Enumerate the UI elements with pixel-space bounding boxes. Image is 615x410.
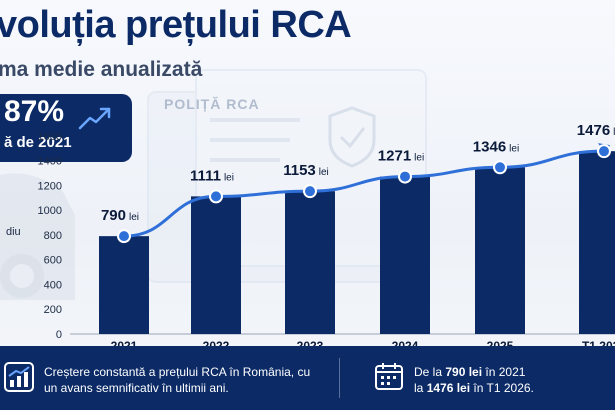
- y-tick-label: 600: [44, 255, 62, 267]
- data-label: 1153 lei: [283, 162, 329, 179]
- y-tick-label: 1200: [38, 180, 62, 192]
- bar: [579, 151, 615, 334]
- x-tick-label: 2024: [392, 339, 419, 346]
- bar: [285, 191, 335, 334]
- trend-up-icon: [78, 107, 111, 130]
- page-title: voluția prețului RCA: [0, 4, 352, 46]
- y-tick-label: 1600: [38, 131, 62, 143]
- x-tick-label: 2023: [297, 339, 324, 346]
- footer-range-line-2: la 1476 lei în T1 2026.: [414, 381, 534, 395]
- y-tick-label: 0: [56, 329, 62, 341]
- bar: [380, 176, 430, 334]
- bar: [191, 196, 241, 334]
- data-point: [493, 160, 507, 175]
- bar-chart-icon: [4, 362, 34, 392]
- growth-badge: 87% ă de 2021: [0, 94, 132, 162]
- data-label: 790 lei: [101, 207, 139, 224]
- growth-since: ă de 2021: [4, 134, 72, 151]
- y-axis-label: diu: [6, 226, 21, 238]
- bar: [475, 167, 525, 334]
- bar: [99, 236, 149, 334]
- footer-bar: Creștere constantă a prețului RCA în Rom…: [0, 346, 615, 410]
- data-label: 1346 lei: [473, 138, 519, 155]
- data-point: [117, 229, 131, 244]
- footer-summary: Creștere constantă a prețului RCA în Rom…: [44, 365, 311, 395]
- footer-range-line-1: De la 790 lei în 2021: [414, 365, 526, 379]
- x-tick-label: T1 2026: [582, 339, 615, 346]
- page-subtitle: ma medie anualizată: [0, 58, 203, 81]
- data-label: 1111 lei: [190, 167, 234, 184]
- footer-range: De la 790 lei în 2021 la 1476 lei în T1 …: [414, 364, 614, 396]
- data-point: [209, 189, 223, 204]
- trend-line: [123, 149, 605, 238]
- growth-percent: 87%: [4, 95, 65, 128]
- y-tick-label: 200: [44, 304, 62, 316]
- x-tick-label: 2022: [203, 339, 230, 346]
- y-tick-label: 400: [44, 279, 62, 291]
- y-tick-label: 1400: [38, 156, 62, 168]
- data-label: 1271 lei: [378, 148, 424, 165]
- document-label: POLIȚĂ RCA: [164, 96, 260, 112]
- y-tick-label: 1000: [38, 205, 62, 217]
- price-chart: 0 200 400 600 800 1000 1200 1400 1600 790 lei 2021 1…: [38, 122, 615, 346]
- x-tick-label: 2021: [111, 339, 138, 346]
- y-tick-label: 800: [44, 230, 62, 242]
- data-point: [597, 144, 611, 159]
- x-tick-label: 2025: [487, 339, 514, 346]
- data-point: [398, 169, 412, 184]
- footer-divider: [339, 358, 340, 398]
- data-point: [303, 184, 317, 199]
- calendar-icon: [375, 363, 403, 390]
